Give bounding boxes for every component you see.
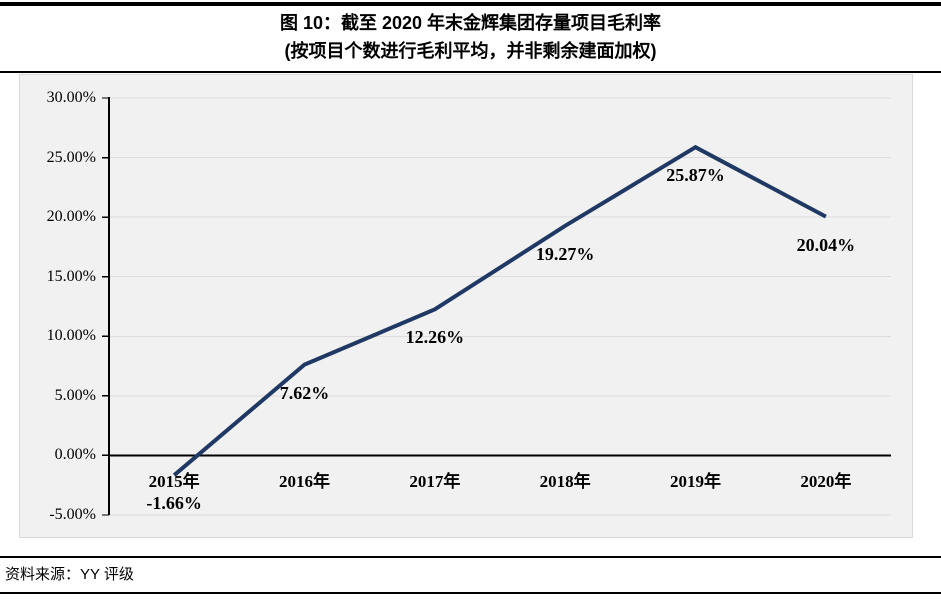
y-axis-label: 10.00% <box>46 327 96 345</box>
source-text: 资料来源：YY 评级 <box>5 566 134 583</box>
y-axis-label: 20.00% <box>46 208 96 226</box>
chart-subtitle: (按项目个数进行毛利平均，并非剩余建面加权) <box>284 41 657 61</box>
footer-top-rule <box>0 556 941 558</box>
x-axis-label: 2019年 <box>670 472 721 491</box>
source-line: 资料来源：YY 评级 <box>5 564 941 586</box>
top-rule <box>0 2 941 6</box>
data-label: 25.87% <box>666 165 725 186</box>
chart-title: 图 10：截至 2020 年末金辉集团存量项目毛利率 <box>279 13 662 33</box>
y-axis-label: 5.00% <box>54 386 96 404</box>
data-label: -1.66% <box>146 493 202 514</box>
line-chart-svg <box>102 97 891 516</box>
y-axis-label: 15.00% <box>46 267 96 285</box>
data-label: 20.04% <box>796 234 856 255</box>
x-axis-label: 2020年 <box>800 472 852 491</box>
x-axis-label: 2018年 <box>539 472 591 491</box>
x-axis-label: 2016年 <box>279 472 330 491</box>
data-label: 12.26% <box>405 327 465 348</box>
data-label: 19.27% <box>535 243 595 264</box>
footer-bottom-rule <box>0 592 941 594</box>
x-axis-label: 2017年 <box>409 472 461 491</box>
chart-panel: 30.00% 25.00% 20.00% 15.00% 10.00% 5.00% 0.00%… <box>19 74 913 538</box>
y-axis-label: 0.00% <box>54 446 96 464</box>
trend-line <box>172 144 827 477</box>
y-axis-label: 25.00% <box>46 148 96 166</box>
y-axis-label: 30.00% <box>46 89 96 106</box>
y-axis-label: -5.00% <box>49 506 96 523</box>
x-axis-label: 2015年 <box>148 472 200 491</box>
title-separator-rule <box>0 71 941 73</box>
data-label: 7.62% <box>279 382 330 403</box>
